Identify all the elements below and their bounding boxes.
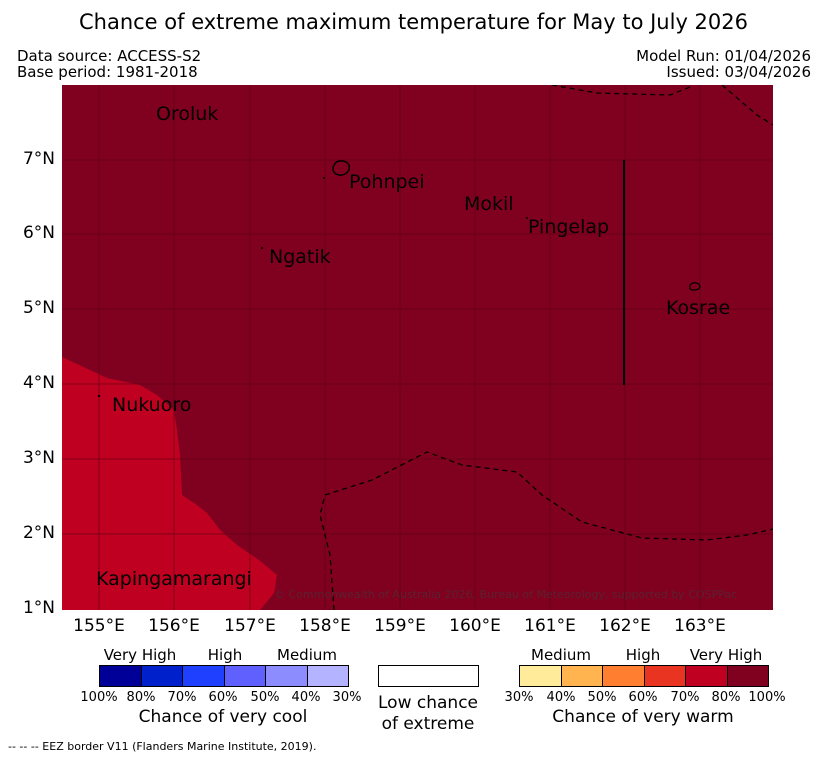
- lon-label: 156°E: [148, 616, 200, 636]
- warm-percent: 100%: [748, 690, 786, 705]
- lon-label: 155°E: [73, 616, 125, 636]
- lon-label: 157°E: [224, 616, 276, 636]
- cool-category-label: Very High: [103, 646, 177, 664]
- warm-colorbar: [519, 665, 769, 687]
- cool-category-label: Medium: [277, 646, 337, 664]
- cool-percent: 50%: [250, 690, 280, 705]
- atoll-dot: [97, 394, 101, 398]
- eez-footnote: -- -- -- EEZ border V11 (Flanders Marine…: [8, 740, 317, 753]
- place-label: Oroluk: [156, 103, 219, 125]
- warm-percent: 30%: [504, 690, 534, 705]
- lat-label: 6°N: [22, 223, 55, 243]
- place-label: Pohnpei: [349, 171, 425, 193]
- cool-swatch: [307, 666, 348, 686]
- neutral-caption-line2: of extreme: [381, 714, 475, 734]
- warm-category-label: Medium: [531, 646, 591, 664]
- atoll-dot: [261, 247, 263, 249]
- map-panel: Oroluk Pohnpei Mokil Pingelap Ngatik Kos…: [62, 85, 773, 610]
- map-svg: [62, 85, 773, 610]
- lon-label: 162°E: [599, 616, 651, 636]
- cool-percent: 80%: [126, 690, 156, 705]
- warm-swatch: [644, 666, 686, 686]
- place-label: Kosrae: [666, 297, 731, 319]
- cool-percent: 70%: [167, 690, 197, 705]
- base-period: Base period: 1981-2018: [17, 63, 198, 81]
- cool-caption: Chance of very cool: [138, 707, 308, 727]
- cool-percent: 100%: [80, 690, 118, 705]
- eez-border: [319, 85, 773, 610]
- warm-swatch: [520, 666, 562, 686]
- lon-label: 161°E: [524, 616, 576, 636]
- place-label: Mokil: [464, 193, 514, 215]
- lon-label: 163°E: [674, 616, 726, 636]
- place-label: Ngatik: [269, 246, 331, 268]
- warm-swatch: [561, 666, 603, 686]
- warm-swatch: [603, 666, 645, 686]
- cool-swatch: [100, 666, 142, 686]
- lat-label: 5°N: [22, 298, 55, 318]
- lat-label: 3°N: [22, 448, 55, 468]
- cool-percent: 60%: [208, 690, 238, 705]
- lat-label: 1°N: [22, 598, 55, 618]
- warm-percent: 80%: [711, 690, 741, 705]
- atoll-dot: [526, 217, 528, 219]
- cool-swatch: [266, 666, 308, 686]
- atoll-dot: [323, 177, 325, 179]
- cool-percent: 40%: [291, 690, 321, 705]
- copyright-watermark: © Commonwealth of Australia 2026, Bureau…: [274, 588, 738, 601]
- map-title: Chance of extreme maximum temperature fo…: [78, 10, 748, 34]
- lat-label: 4°N: [22, 373, 55, 393]
- cool-colorbar: [99, 665, 349, 687]
- place-label: Nukuoro: [112, 394, 192, 416]
- lon-label: 158°E: [299, 616, 351, 636]
- cool-category-label: High: [207, 646, 243, 664]
- cool-swatch: [224, 666, 266, 686]
- neutral-caption-line1: Low chance: [378, 693, 478, 713]
- high-warm-region: [62, 357, 277, 610]
- data-source: Data source: ACCESS-S2: [17, 47, 202, 65]
- lon-label: 159°E: [374, 616, 426, 636]
- warm-category-label: High: [625, 646, 661, 664]
- cool-swatch: [183, 666, 225, 686]
- lat-label: 2°N: [22, 523, 55, 543]
- model-run: Model Run: 01/04/2026: [636, 47, 811, 65]
- graticule: [62, 85, 773, 610]
- neutral-swatch: [378, 665, 479, 687]
- warm-category-label: Very High: [689, 646, 763, 664]
- warm-swatch: [727, 666, 768, 686]
- cool-percent: 30%: [332, 690, 362, 705]
- lon-label: 160°E: [449, 616, 501, 636]
- place-label: Kapingamarangi: [96, 568, 252, 590]
- warm-percent: 50%: [587, 690, 617, 705]
- warm-percent: 60%: [628, 690, 658, 705]
- cool-swatch: [141, 666, 183, 686]
- issued-date: Issued: 03/04/2026: [666, 63, 811, 81]
- pohnpei-island: [332, 160, 351, 176]
- warm-swatch: [686, 666, 728, 686]
- warm-caption: Chance of very warm: [552, 707, 734, 727]
- kosrae-island: [689, 282, 701, 291]
- warm-percent: 70%: [670, 690, 700, 705]
- lat-label: 7°N: [22, 149, 55, 169]
- warm-percent: 40%: [546, 690, 576, 705]
- place-label: Pingelap: [528, 216, 610, 238]
